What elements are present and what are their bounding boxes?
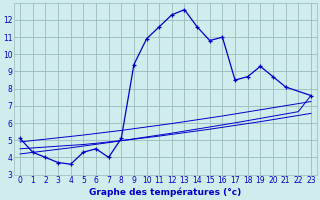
- X-axis label: Graphe des températures (°c): Graphe des températures (°c): [89, 188, 242, 197]
